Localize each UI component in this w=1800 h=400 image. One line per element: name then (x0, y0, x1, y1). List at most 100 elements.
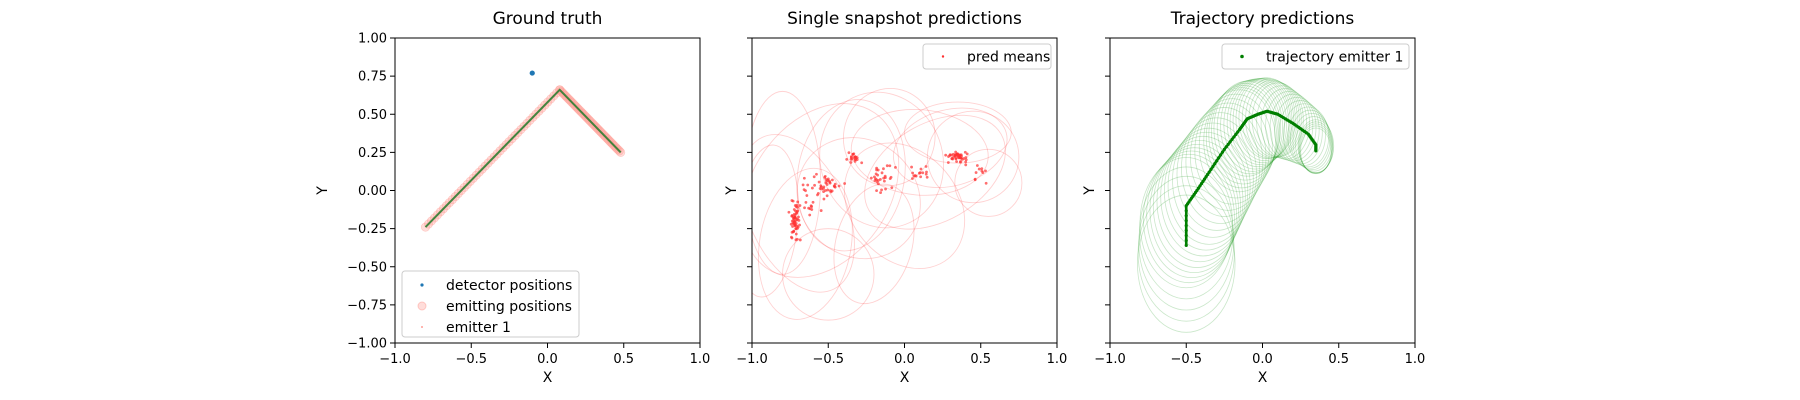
pred-mean-point (826, 188, 830, 192)
pred-mean-point (947, 155, 950, 158)
legend-label: detector positions (446, 278, 572, 294)
trajectory-uncertainty-ellipse (1287, 106, 1330, 168)
trajectory-point (1224, 145, 1228, 149)
pred-mean-point (810, 205, 814, 208)
trajectory-uncertainty-ellipse (1269, 93, 1317, 162)
pred-mean-point (921, 171, 925, 175)
trajectory-point (1204, 175, 1208, 179)
trajectory-uncertainty-ellipse (1298, 123, 1333, 174)
trajectory-uncertainty-ellipse (1300, 127, 1332, 175)
trajectory-uncertainty-ellipse (1289, 109, 1331, 169)
trajectory-point (1184, 209, 1188, 213)
pred-mean-point (798, 238, 802, 242)
pred-mean-point (796, 206, 799, 209)
pred-mean-point (911, 177, 914, 180)
pred-mean-point (965, 152, 969, 156)
legend-box (1221, 43, 1410, 70)
y-axis-label: Y (724, 186, 740, 196)
legend-label: emitting positions (446, 299, 572, 315)
trajectory-point (1215, 159, 1219, 163)
pred-mean-point (882, 167, 885, 171)
x-tick-label: −1.0 (736, 352, 768, 367)
pred-mean-point (790, 213, 794, 217)
trajectory-uncertainty-ellipse (1149, 147, 1239, 274)
legend-box (922, 43, 1052, 70)
y-tick-label: −0.75 (347, 298, 387, 313)
pred-mean-point (828, 180, 832, 184)
pred-mean-point (810, 208, 814, 211)
y-tick-label: 0.00 (358, 184, 387, 199)
trajectory-uncertainty-ellipse (1152, 143, 1241, 268)
trajectory-point (1222, 147, 1226, 151)
trajectory-point (1211, 164, 1215, 169)
legend: trajectory emitter 1 (1221, 43, 1410, 70)
trajectory-uncertainty-ellipse (1138, 175, 1235, 311)
legend-marker-trajectory (1240, 54, 1244, 59)
pred-mean-point (790, 235, 793, 239)
panel-2: −1.0 −0.5 0.0 0.5 1.0 Single snapshot predict… (724, 9, 1067, 386)
pred-mean-point (888, 177, 892, 181)
x-axis-label: X (543, 370, 553, 386)
pred-mean-point (804, 201, 808, 204)
pred-mean-point (885, 164, 889, 168)
x-axis-label: X (900, 370, 910, 386)
uncertainty-ellipse (954, 148, 1023, 217)
pred-mean-point (819, 184, 823, 188)
trajectory-uncertainty-ellipse (1172, 122, 1254, 238)
trajectory-uncertainty-ellipse (1142, 153, 1235, 284)
trajectory-uncertainty-ellipse (1260, 88, 1311, 160)
pred-mean-point (950, 157, 954, 160)
pred-mean-point (825, 194, 829, 198)
data-layer (420, 70, 626, 232)
trajectory-uncertainty-ellipse (1235, 77, 1294, 162)
trajectory-uncertainty-ellipse (1213, 80, 1281, 177)
chart-title: Single snapshot predictions (787, 9, 1022, 29)
pred-mean-point (847, 151, 851, 155)
emitter-1-line (424, 88, 622, 228)
data-layer (1137, 77, 1335, 333)
x-axis-label: X (1258, 370, 1268, 386)
pred-mean-point (843, 182, 847, 185)
pred-mean-point (876, 182, 880, 186)
pred-mean-point (913, 174, 917, 177)
trajectory-uncertainty-ellipse (1232, 77, 1293, 164)
x-tick-label: 1.0 (690, 352, 711, 367)
trajectory-point (1236, 130, 1240, 134)
pred-mean-point (833, 185, 836, 188)
trajectory-uncertainty-ellipse (1274, 96, 1320, 163)
trajectory-uncertainty-ellipse (1181, 112, 1261, 224)
pred-mean-point (845, 157, 849, 161)
trajectory-point (1184, 243, 1188, 247)
legend: pred means (922, 43, 1052, 70)
pred-mean-point (824, 189, 827, 192)
pred-mean-point (882, 176, 886, 180)
pred-mean-point (804, 189, 807, 193)
pred-mean-point (816, 191, 820, 195)
pred-mean-point (953, 154, 957, 158)
pred-mean-point (964, 163, 968, 167)
trajectory-uncertainty-ellipse (1278, 100, 1323, 165)
trajectory-uncertainty-ellipse (1203, 89, 1276, 193)
trajectory-uncertainty-ellipse (1298, 121, 1334, 174)
trajectory-uncertainty-ellipse (1176, 117, 1257, 231)
pred-mean-point (911, 171, 915, 175)
legend-marker-emitter (421, 326, 423, 328)
pred-mean-point (797, 215, 800, 219)
y-tick-label: 0.75 (358, 70, 387, 85)
pred-mean-point (960, 154, 963, 158)
pred-mean-point (977, 167, 981, 171)
legend-label: trajectory emitter 1 (1266, 50, 1403, 66)
pred-mean-point (981, 171, 985, 174)
trajectory-uncertainty-ellipse (1241, 78, 1298, 159)
uncertainty-ellipse (892, 107, 1008, 189)
panel-3: −1.0 −0.5 0.0 0.5 1.0 Trajectory predictions X… (1082, 9, 1425, 386)
uncertainty-ellipse (926, 110, 1020, 204)
trajectory-uncertainty-ellipse (1198, 93, 1273, 199)
trajectory-point (1218, 153, 1223, 157)
y-tick-label: 0.25 (358, 146, 387, 161)
uncertainty-ellipse (843, 142, 966, 269)
pred-mean-point (853, 159, 857, 163)
pred-mean-point (818, 187, 822, 190)
x-tick-label: 1.0 (1405, 352, 1426, 367)
pred-mean-point (792, 230, 796, 233)
